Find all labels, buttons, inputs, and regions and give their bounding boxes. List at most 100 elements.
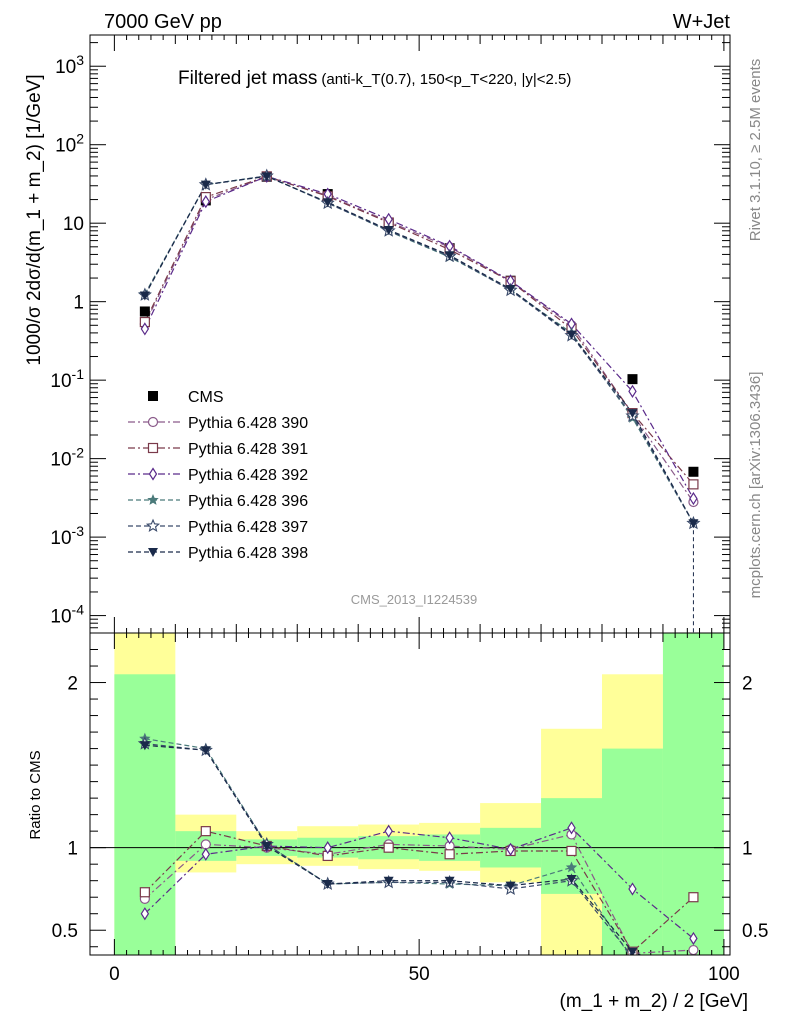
band-inner-9 [662,633,724,955]
ratio-point-p392 [689,931,698,946]
ratio-point-p392 [445,831,454,845]
legend-marker-cms [148,391,158,401]
data-point-p398 [200,180,211,190]
data-point-p398 [566,330,577,340]
data-point-p391 [688,479,699,490]
header-left: 7000 GeV pp [104,11,222,33]
ratio-point-p392 [384,824,393,838]
ratio-y-tick-label-left: 2 [67,674,78,695]
data-point-p398 [139,291,150,301]
data-point-p392 [689,491,698,506]
ratio-line-p390 [144,833,694,954]
legend-marker-p397 [145,518,161,533]
ratio-point-p398 [627,947,638,955]
band-inner-8 [602,748,663,955]
main-y-tick-label: 102 [55,131,84,157]
series-line-p390 [144,176,694,503]
ratio-line-p391 [144,830,694,953]
ratio-point-p396 [565,861,578,873]
data-point-p392 [201,195,211,209]
legend: CMS Pythia 6.428 390 Pythia 6.428 391 Pythi… [128,389,308,562]
data-point-cms [688,466,699,477]
ratio-y-tick-label-right: 1 [742,839,753,860]
ratio-point-p391 [688,892,699,903]
legend-label-p396: Pythia 6.428 396 [188,493,308,510]
plot-title: Filtered jet mass (anti-k_T(0.7), 150<p_T… [178,68,571,89]
main-y-tick-label: 10 [63,214,84,235]
ratio-line-p397 [144,743,632,955]
ratio-point-p390 [688,944,699,955]
ratio-y-axis-label: Ratio to CMS [27,750,44,839]
main-y-tick-label: 10-1 [50,366,84,392]
x-tick-label: 50 [409,964,430,985]
ratio-line-p396 [144,738,630,955]
main-y-tick-label: 10-3 [50,523,84,549]
ratio-point-p392 [506,842,515,856]
ratio-axis-ticks: 0.5 0.5 1 1 2 2 0 50 100 [52,632,768,985]
data-point-p398 [383,225,394,235]
ratio-point-p398 [505,881,516,891]
ratio-line-p392 [144,827,694,939]
x-tick-label: 100 [708,964,740,985]
ratio-point-p391 [566,845,577,857]
ratio-series-group [137,732,699,955]
main-y-tick-label: 10-4 [50,602,84,628]
legend-label-p397: Pythia 6.428 397 [188,519,308,536]
data-point-p398 [322,198,333,208]
main-plot-frame [89,34,731,634]
ratio-point-p392 [323,841,332,855]
ratio-plot-frame [89,632,731,956]
ratio-point-p398 [383,876,394,886]
ratio-point-p398 [322,879,333,889]
ratio-point-p392 [567,821,576,835]
data-point-p398 [688,519,699,529]
legend-label-p398: Pythia 6.428 398 [188,545,308,562]
x-axis-label: (m_1 + m_2) / 2 [GeV] [560,991,749,1012]
legend-marker-p398 [148,548,158,557]
ratio-point-p398 [139,741,150,751]
ratio-point-p392 [201,847,211,861]
main-y-tick-label: 1 [73,293,84,314]
mcplots-label: mcplots.cern.ch [arXiv:1306.3436] [747,372,764,599]
ratio-y-tick-label-left: 0.5 [52,921,78,942]
data-point-p398 [505,285,516,295]
ratio-y-tick-label-left: 1 [67,839,78,860]
legend-label-p390: Pythia 6.428 390 [188,415,308,432]
plot-title-sub: (anti-k_T(0.7), 150<p_T<220, |y|<2.5) [321,71,571,88]
main-axis-ticks: 10-4 10-3 10-2 10-1 1 10 102 103 [50,35,730,634]
ratio-point-p392 [628,882,637,896]
ratio-point-p398 [261,842,272,852]
data-point-cms [139,306,150,317]
main-series-group [137,168,701,633]
analysis-id-label: CMS_2013_I1224539 [351,592,478,607]
legend-marker-p390 [147,416,159,428]
data-point-cms [627,374,638,385]
legend-marker-p391 [147,442,159,454]
legend-label-p392: Pythia 6.428 392 [188,467,308,484]
ratio-series-clipped [137,732,699,955]
ratio-point-p398 [200,746,211,756]
main-y-tick-label: 10-2 [50,445,84,471]
x-tick-label: 0 [109,964,120,985]
legend-marker-p392 [148,467,158,481]
data-point-p398 [444,251,455,261]
plot-title-main: Filtered jet mass [178,68,317,89]
main-y-axis-label: 1000/σ 2dσ/d(m_1 + m_2) [1/GeV] [24,74,45,365]
legend-label-cms: CMS [188,389,224,406]
ratio-point-p391 [200,826,211,837]
ratio-point-p391 [139,887,150,898]
series-line-p397 [144,175,694,524]
legend-label-p391: Pythia 6.428 391 [188,441,308,458]
data-point-p392 [628,384,637,398]
ratio-point-p390 [200,839,211,850]
ratio-point-p391 [444,849,455,860]
ratio-line-p398 [144,744,643,955]
rivet-version-label: Rivet 3.1.10, ≥ 2.5M events [747,59,764,242]
data-point-p392 [140,322,150,336]
ratio-point-p398 [566,875,577,885]
ratio-point-p398 [444,876,455,886]
ratio-point-p392 [140,907,150,921]
series-line-p391 [144,175,694,485]
ratio-uncertainty-bands [90,633,730,955]
